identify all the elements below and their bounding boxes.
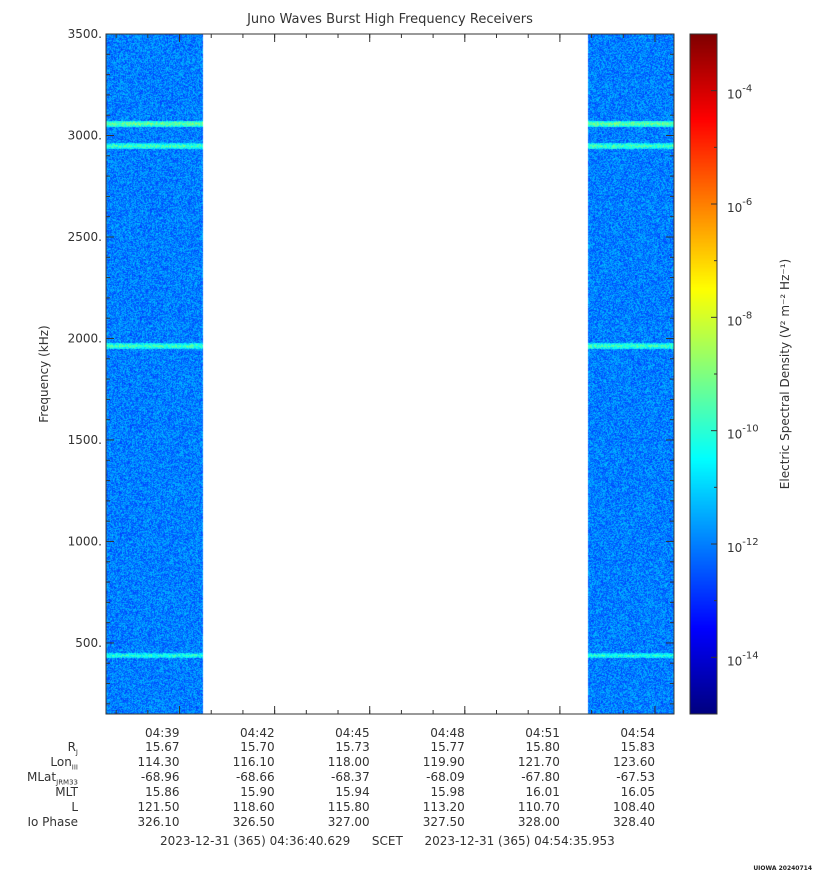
ephemeris-value: 328.00 — [517, 815, 560, 829]
y-axis: 500. 1000. 1500. 2000. 2500. 3000. 3500. — [68, 27, 674, 705]
x-tick-label: 04:42 — [240, 726, 275, 740]
ephemeris-value: 15.80 — [525, 740, 560, 754]
x-axis: 04:39 04:42 04:45 04:48 04:51 04:54 — [115, 34, 656, 740]
y-tick-label: 1000. — [68, 534, 102, 548]
y-tick-label: 2000. — [68, 331, 102, 345]
credit-label: UIOWA 20240714 — [753, 865, 812, 872]
colorbar-tick-label: 10-12 — [727, 537, 759, 555]
y-tick-label: 2500. — [68, 230, 102, 244]
y-tick-label: 1500. — [68, 433, 102, 447]
ephemeris-value: 15.86 — [145, 785, 180, 799]
ephemeris-value: -68.66 — [235, 770, 275, 784]
plot-border — [105, 33, 675, 715]
ephemeris-value: -67.53 — [616, 770, 655, 784]
ephemeris-value: 121.70 — [517, 755, 560, 769]
ephemeris-value: 326.50 — [232, 815, 275, 829]
ephemeris-row: MLatJRM33 -68.96 -68.66 -68.37 -68.09 -67.80 -… — [0, 770, 815, 787]
ephemeris-row: LonIII 114.30 116.10 118.00 119.90 121.70 123.… — [0, 755, 815, 772]
end-time: 2023-12-31 (365) 04:54:35.953 — [424, 834, 615, 848]
ephemeris-label: MLatJRM33 — [27, 770, 78, 787]
colorbar-tick-label: 10-10 — [727, 424, 759, 442]
ephemeris-value: 118.00 — [327, 755, 370, 769]
ephemeris-value: -68.96 — [140, 770, 180, 784]
start-time: 2023-12-31 (365) 04:36:40.629 — [160, 834, 351, 848]
ephemeris-value: 326.10 — [137, 815, 180, 829]
time-range-footer: 2023-12-31 (365) 04:36:40.629 SCET 2023-… — [160, 834, 615, 848]
ephemeris-value: -67.80 — [521, 770, 560, 784]
ephemeris-value: 121.50 — [137, 800, 180, 814]
colorbar-tick-label: 10-8 — [727, 310, 752, 328]
chart-title: Juno Waves Burst High Frequency Receiver… — [247, 12, 533, 27]
y-axis-label: Frequency (kHz) — [37, 325, 51, 422]
ephemeris-label: L — [71, 800, 78, 814]
ephemeris-value: 113.20 — [422, 800, 465, 814]
ephemeris-value: 108.40 — [612, 800, 655, 814]
ephemeris-label: MLT — [55, 785, 78, 799]
x-tick-label: 04:45 — [335, 726, 370, 740]
ephemeris-value: 15.73 — [335, 740, 370, 754]
ephemeris-value: 110.70 — [517, 800, 560, 814]
ephemeris-label: LonIII — [50, 755, 78, 772]
ephemeris-value: 115.80 — [327, 800, 370, 814]
ephemeris-value: 327.50 — [422, 815, 465, 829]
colorbar-axis: 10-4 10-6 10-8 10-10 10-12 10-14 — [711, 33, 759, 715]
colorbar-border — [689, 33, 718, 715]
ephemeris-value: 15.70 — [240, 740, 275, 754]
ephemeris-value: 118.60 — [232, 800, 275, 814]
ephemeris-value: 15.98 — [430, 785, 465, 799]
y-tick-label: 500. — [75, 636, 102, 650]
ephemeris-value: 116.10 — [232, 755, 275, 769]
ephemeris-value: 327.00 — [327, 815, 370, 829]
ephemeris-value: 114.30 — [137, 755, 180, 769]
ephemeris-value: 15.90 — [240, 785, 275, 799]
x-tick-label: 04:48 — [430, 726, 465, 740]
ephemeris-value: -68.09 — [426, 770, 465, 784]
ephemeris-row: Io Phase 326.10 326.50 327.00 327.50 328.00 32… — [0, 815, 815, 830]
x-tick-label: 04:39 — [145, 726, 180, 740]
x-tick-label: 04:51 — [525, 726, 560, 740]
y-tick-label: 3000. — [68, 128, 102, 142]
ephemeris-value: 15.83 — [620, 740, 655, 754]
ephemeris-value: 328.40 — [612, 815, 655, 829]
ephemeris-value: 119.90 — [422, 755, 465, 769]
scet-label: SCET — [371, 834, 403, 848]
ephemeris-row: RJ 15.67 15.70 15.73 15.77 15.80 15.83 — [0, 740, 815, 757]
colorbar-label: Electric Spectral Density (V² m⁻² Hz⁻¹) — [778, 259, 792, 489]
y-tick-label: 3500. — [68, 27, 102, 41]
ephemeris-label: Io Phase — [27, 815, 78, 829]
colorbar-tick-label: 10-6 — [727, 197, 752, 215]
ephemeris-label: RJ — [67, 740, 78, 757]
colorbar-gradient — [690, 34, 717, 714]
ephemeris-value: 123.60 — [612, 755, 655, 769]
ephemeris-value: 15.94 — [335, 785, 370, 799]
spectrogram-image — [106, 34, 674, 714]
ephemeris-value: 15.77 — [430, 740, 465, 754]
ephemeris-value: 16.05 — [620, 785, 655, 799]
colorbar-tick-label: 10-14 — [727, 650, 759, 668]
ephemeris-value: 16.01 — [525, 785, 560, 799]
ephemeris-value: 15.67 — [145, 740, 180, 754]
ephemeris-row: L 121.50 118.60 115.80 113.20 110.70 108.40 — [0, 800, 815, 815]
ephemeris-row: MLT 15.86 15.90 15.94 15.98 16.01 16.05 — [0, 785, 815, 800]
colorbar-tick-label: 10-4 — [727, 84, 752, 102]
plot-frame — [105, 33, 718, 715]
ephemeris-value: -68.37 — [331, 770, 370, 784]
x-tick-label: 04:54 — [620, 726, 655, 740]
